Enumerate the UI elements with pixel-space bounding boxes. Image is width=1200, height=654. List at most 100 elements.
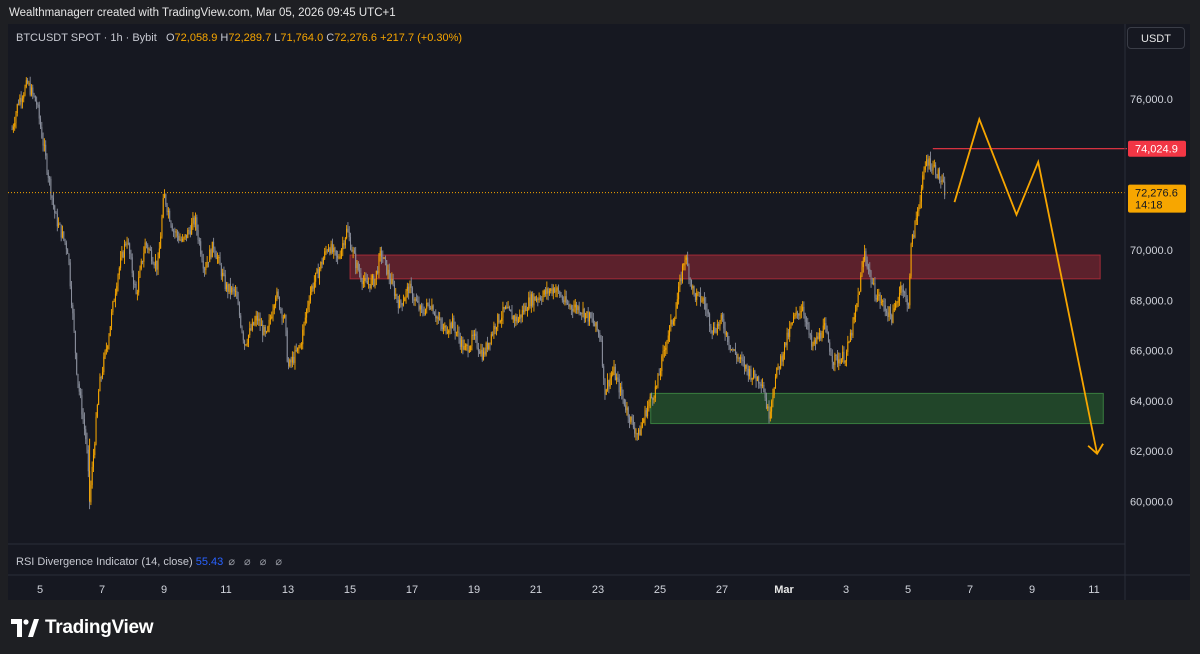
projection-path[interactable] bbox=[953, 116, 1098, 454]
candle-body bbox=[46, 155, 48, 173]
candle-body bbox=[875, 298, 877, 300]
candle-body bbox=[245, 344, 247, 346]
candle-body bbox=[848, 341, 850, 343]
candle-body bbox=[95, 416, 97, 445]
candle-body bbox=[512, 316, 514, 320]
candle-body bbox=[67, 249, 69, 254]
candle-body bbox=[344, 238, 346, 246]
candle-body bbox=[808, 324, 810, 335]
x-tick-label: 19 bbox=[468, 584, 480, 596]
candle-body bbox=[319, 269, 321, 279]
candle-body bbox=[263, 326, 265, 336]
candle-body bbox=[812, 344, 814, 347]
candle-body bbox=[653, 397, 655, 400]
currency-button[interactable]: USDT bbox=[1127, 27, 1185, 49]
candle-body bbox=[459, 338, 461, 347]
symbol-label[interactable]: BTCUSDT SPOT · 1h · Bybit bbox=[16, 32, 157, 44]
candle-body bbox=[697, 292, 699, 294]
candle-body bbox=[516, 316, 518, 323]
candle-body bbox=[822, 325, 824, 338]
candle-body bbox=[564, 296, 566, 302]
candle-body bbox=[14, 122, 16, 127]
tradingview-logo[interactable]: TradingView bbox=[11, 617, 154, 639]
candle-body bbox=[43, 144, 45, 146]
candle-body bbox=[865, 251, 867, 260]
rsi-legend[interactable]: RSI Divergence Indicator (14, close) 55.… bbox=[16, 555, 285, 568]
candle-body bbox=[288, 361, 290, 367]
candle-body bbox=[214, 248, 216, 255]
candle-body bbox=[835, 354, 837, 356]
y-tick-label: 62,000.0 bbox=[1130, 446, 1173, 458]
candle-body bbox=[927, 159, 929, 166]
supply-zone[interactable] bbox=[349, 254, 1101, 280]
candle-body bbox=[140, 261, 142, 269]
candle-body bbox=[843, 351, 845, 363]
candle-body bbox=[821, 337, 823, 339]
candle-body bbox=[879, 294, 881, 303]
candle-body bbox=[65, 242, 67, 250]
candle-body bbox=[791, 322, 793, 325]
candle-body bbox=[924, 166, 926, 170]
candle-body bbox=[554, 288, 556, 293]
candle-body bbox=[703, 298, 705, 304]
candle-body bbox=[910, 243, 912, 277]
candle-body bbox=[445, 325, 447, 334]
rsi-placeholders: ⌀ ⌀ ⌀ ⌀ bbox=[228, 556, 286, 568]
candle-body bbox=[293, 356, 295, 363]
candle-body bbox=[698, 292, 700, 294]
candle-body bbox=[634, 427, 636, 434]
candle-body bbox=[649, 396, 651, 402]
candle-body bbox=[787, 332, 789, 337]
candle-body bbox=[156, 260, 158, 270]
candle-body bbox=[648, 401, 650, 407]
candle-body bbox=[896, 302, 898, 304]
candle-body bbox=[782, 354, 784, 362]
candle-body bbox=[144, 242, 146, 254]
candle-body bbox=[742, 359, 744, 362]
candle-body bbox=[906, 298, 908, 305]
candle-body bbox=[679, 278, 681, 287]
candle-body bbox=[370, 278, 372, 289]
candle-body bbox=[477, 347, 479, 352]
candle-body bbox=[338, 257, 340, 259]
candle-body bbox=[63, 231, 65, 240]
candle-body bbox=[193, 217, 195, 225]
candle-body bbox=[206, 261, 208, 268]
candle-body bbox=[546, 288, 548, 294]
x-tick-label: 15 bbox=[344, 584, 356, 596]
candle-body bbox=[200, 241, 202, 255]
candle-body bbox=[582, 308, 584, 314]
candle-body bbox=[298, 347, 300, 349]
candle-body bbox=[505, 306, 507, 309]
candle-body bbox=[136, 292, 138, 294]
candle-body bbox=[276, 291, 278, 298]
candle-body bbox=[718, 324, 720, 326]
candle-body bbox=[365, 278, 367, 282]
candle-body bbox=[749, 369, 751, 377]
candle-body bbox=[25, 80, 27, 87]
candle-body bbox=[799, 312, 801, 316]
candle-body bbox=[154, 260, 156, 266]
candle-body bbox=[82, 414, 84, 420]
candle-body bbox=[893, 308, 895, 311]
demand-zone[interactable] bbox=[650, 392, 1104, 425]
candle-body bbox=[891, 314, 893, 323]
candle-body bbox=[324, 251, 326, 259]
candle-body bbox=[125, 243, 127, 245]
candle-body bbox=[351, 249, 353, 252]
price-chart[interactable]: 76,000.0 70,000.0 68,000.0 66,000.0 64,000.0… bbox=[8, 24, 1190, 600]
candle-body bbox=[753, 370, 755, 378]
candle-body bbox=[219, 257, 221, 266]
x-tick-label: 21 bbox=[530, 584, 542, 596]
candle-body bbox=[734, 349, 736, 354]
candle-body bbox=[151, 250, 153, 262]
candle-body bbox=[337, 255, 339, 258]
candle-body bbox=[666, 340, 668, 348]
candle-body bbox=[495, 327, 497, 330]
candle-body bbox=[884, 305, 886, 311]
candle-body bbox=[702, 298, 704, 301]
candle-body bbox=[931, 169, 933, 171]
candle-body bbox=[675, 308, 677, 319]
candle-body bbox=[475, 333, 477, 336]
chart-area[interactable]: 76,000.0 70,000.0 68,000.0 66,000.0 64,000.0… bbox=[8, 24, 1190, 600]
